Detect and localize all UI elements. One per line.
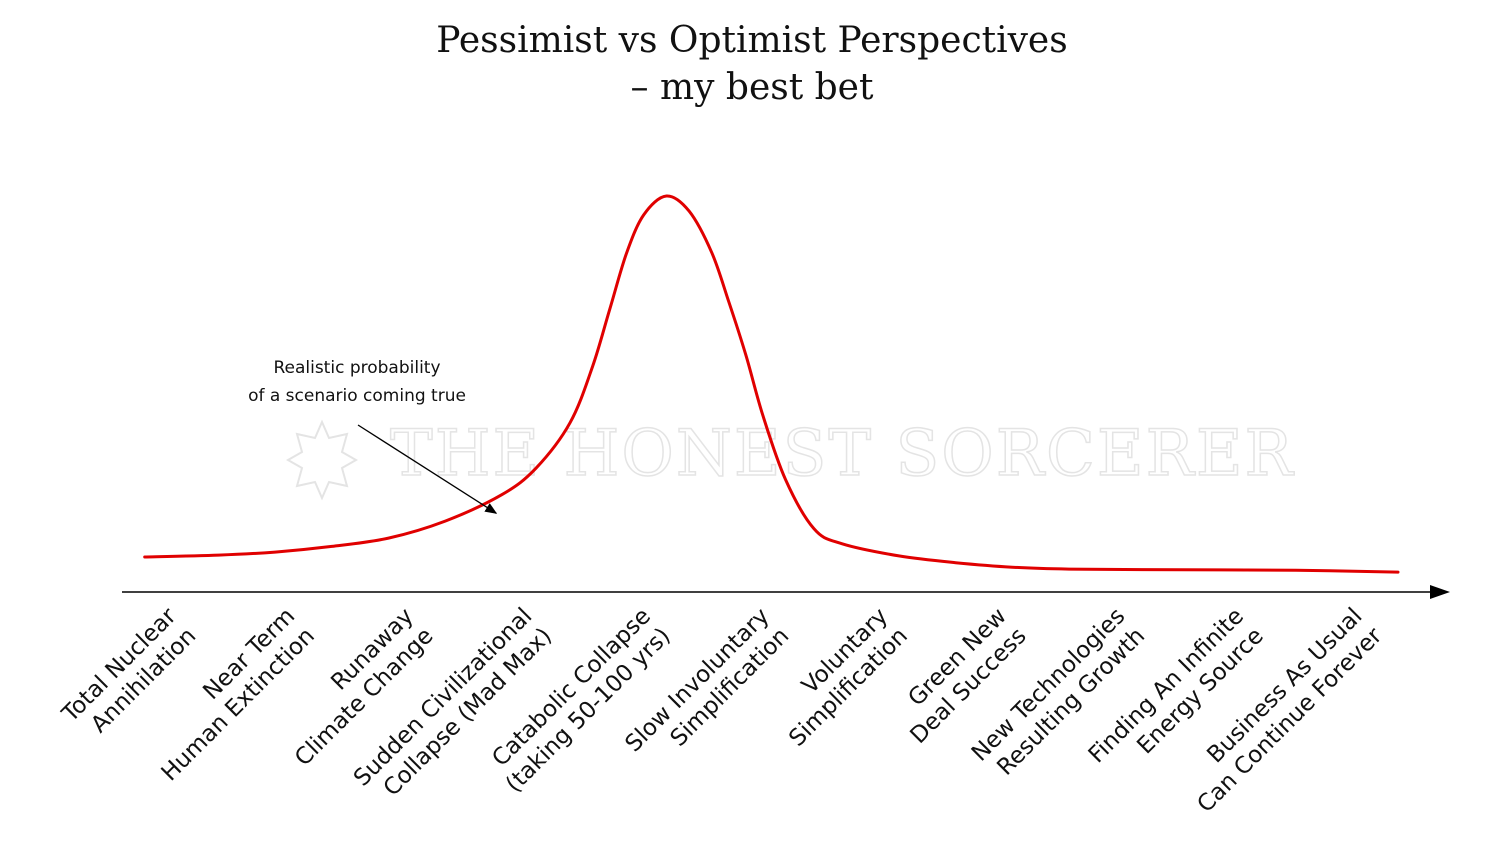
- watermark-text: THE HONEST SORCERER: [390, 417, 1295, 491]
- chart-title-line-2: – my best bet: [631, 67, 874, 108]
- category-label: VoluntarySimplification: [764, 603, 913, 752]
- probability-curve: [143, 194, 1400, 574]
- annotation: Realistic probability of a scenario comi…: [248, 358, 498, 514]
- annotation-text-line-1: Realistic probability: [273, 358, 440, 378]
- star-logo-icon: [285, 419, 359, 501]
- watermark: THE HONEST SORCERER: [285, 416, 1295, 501]
- category-label: Total NuclearAnnihilation: [57, 603, 202, 748]
- annotation-text-line-2: of a scenario coming true: [248, 386, 466, 406]
- chart-title-line-1: Pessimist vs Optimist Perspectives: [436, 20, 1067, 61]
- annotation-arrow: [357, 424, 498, 514]
